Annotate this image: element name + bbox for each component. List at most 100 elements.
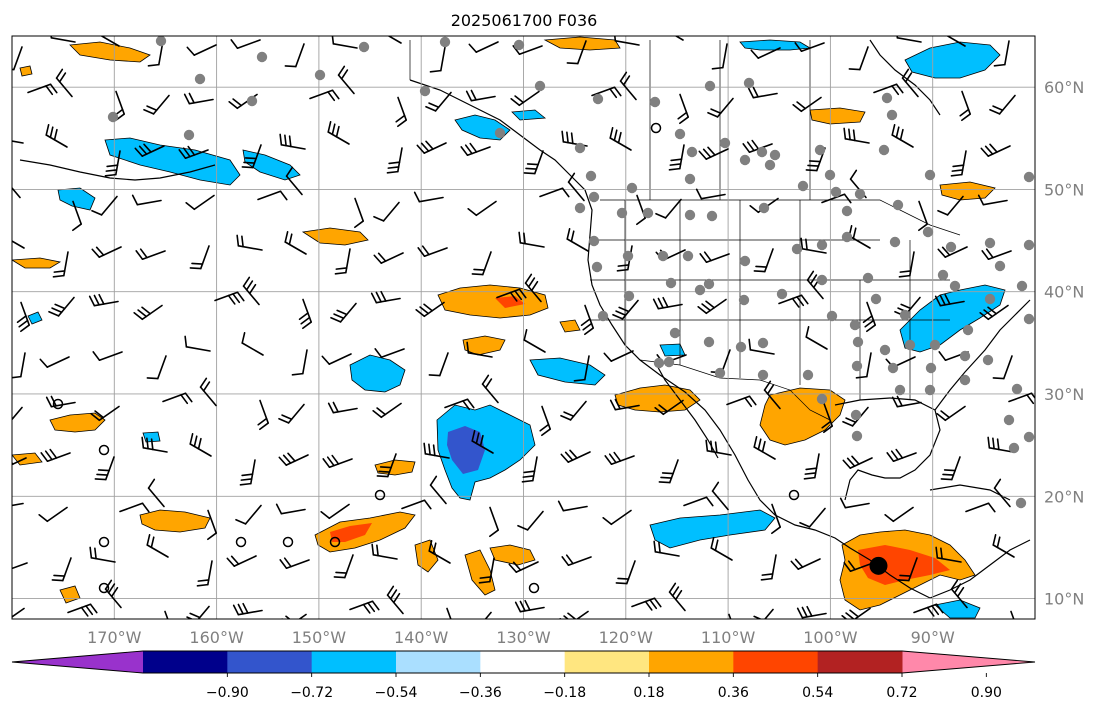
station-dot xyxy=(665,277,677,289)
anomaly-region-pos-core xyxy=(330,523,372,542)
wind-barb xyxy=(417,245,448,258)
station-dot xyxy=(881,92,893,104)
wind-barb xyxy=(726,395,757,408)
station-dot xyxy=(862,272,874,284)
wind-barb xyxy=(471,430,494,454)
wind-barb xyxy=(12,607,25,618)
wind-barb xyxy=(937,246,968,258)
wind-barb xyxy=(92,351,123,362)
station-dot xyxy=(314,69,326,81)
wind-barb xyxy=(446,607,452,619)
station-dot xyxy=(439,36,451,48)
wind-barb xyxy=(239,459,256,486)
station-dot xyxy=(682,250,694,262)
wind-barb xyxy=(711,43,728,70)
wind-barb xyxy=(333,554,354,579)
wind-barb xyxy=(284,43,305,68)
wind-barb xyxy=(946,36,966,47)
station-dot xyxy=(155,36,167,47)
wind-barb xyxy=(573,355,590,382)
colorbar-segment xyxy=(649,651,734,673)
wind-barb xyxy=(980,143,1011,157)
wind-barb xyxy=(373,201,400,222)
station-dot xyxy=(945,241,957,253)
wind-barb xyxy=(372,402,402,419)
wind-barb xyxy=(428,352,449,377)
station-dot xyxy=(703,278,715,290)
wind-barb xyxy=(604,451,635,466)
anomaly-region-pos xyxy=(49,412,106,433)
anomaly-region-neg xyxy=(27,311,43,325)
colorbar-extend-high xyxy=(900,651,1035,673)
wind-barb xyxy=(884,506,914,523)
station-dot xyxy=(904,339,916,351)
wind-barb xyxy=(805,326,828,350)
wind-barb xyxy=(429,475,447,505)
wind-barb xyxy=(612,299,639,320)
calm-circle xyxy=(528,582,540,594)
station-dot xyxy=(622,250,634,262)
calm-circle xyxy=(788,489,800,501)
wind-barb xyxy=(146,534,169,558)
station-dot xyxy=(674,128,686,140)
station-dot xyxy=(802,369,814,381)
wind-barb xyxy=(748,338,775,355)
location-marker xyxy=(869,556,888,575)
station-dot xyxy=(706,210,718,222)
anomaly-region-pos xyxy=(559,319,581,333)
station-dot xyxy=(588,191,600,203)
lat-label: 40°N xyxy=(1044,283,1084,302)
wind-barb xyxy=(90,405,120,422)
station-dot xyxy=(669,327,681,339)
wind-barb xyxy=(100,36,120,47)
wind-barb xyxy=(992,355,1013,380)
wind-barb xyxy=(609,127,632,151)
station-dot xyxy=(1023,313,1035,325)
wind-barb xyxy=(471,251,492,276)
station-dot xyxy=(757,337,769,349)
wind-barb xyxy=(279,133,306,150)
station-dot xyxy=(719,137,731,149)
wind-barb xyxy=(512,45,543,56)
wind-barb xyxy=(560,449,591,463)
colorbar-label: −0.72 xyxy=(290,685,333,701)
station-dot xyxy=(735,341,747,353)
wind-barb xyxy=(843,560,874,573)
wind-barb xyxy=(134,143,165,157)
wind-barb xyxy=(557,500,588,512)
colorbar-segment xyxy=(311,651,397,673)
colorbar-label: −0.18 xyxy=(543,685,586,701)
wind-barb xyxy=(603,350,634,362)
wind-barb xyxy=(567,172,585,202)
wind-barb xyxy=(184,335,211,352)
colorbar-label: 0.36 xyxy=(718,685,749,701)
wind-barb xyxy=(39,356,70,368)
wind-barb xyxy=(401,499,432,510)
wind-barb xyxy=(800,237,827,254)
wind-barb xyxy=(728,613,732,619)
station-dot xyxy=(922,226,934,238)
wind-barb xyxy=(12,240,25,249)
wind-barb xyxy=(753,436,776,460)
lat-label: 20°N xyxy=(1044,487,1084,506)
station-dot xyxy=(850,409,862,421)
wind-barb xyxy=(760,554,777,581)
wind-barb xyxy=(189,245,210,270)
wind-barb xyxy=(901,68,919,98)
station-dot xyxy=(776,288,788,300)
station-dot xyxy=(962,324,974,336)
map-area xyxy=(12,36,1035,619)
wind-barb xyxy=(468,41,499,53)
station-dot xyxy=(879,344,891,356)
wind-barb xyxy=(51,557,72,582)
wind-barb xyxy=(918,200,929,232)
wind-barb xyxy=(873,83,904,96)
colorbar-segment xyxy=(733,651,819,673)
station-dot xyxy=(756,146,768,158)
anomaly-region-neg xyxy=(104,137,241,186)
wind-barb xyxy=(799,507,826,528)
station-dot xyxy=(826,310,838,322)
wind-barb xyxy=(989,94,1016,115)
coastline-central-america xyxy=(929,539,1031,599)
wind-barb xyxy=(615,560,636,585)
